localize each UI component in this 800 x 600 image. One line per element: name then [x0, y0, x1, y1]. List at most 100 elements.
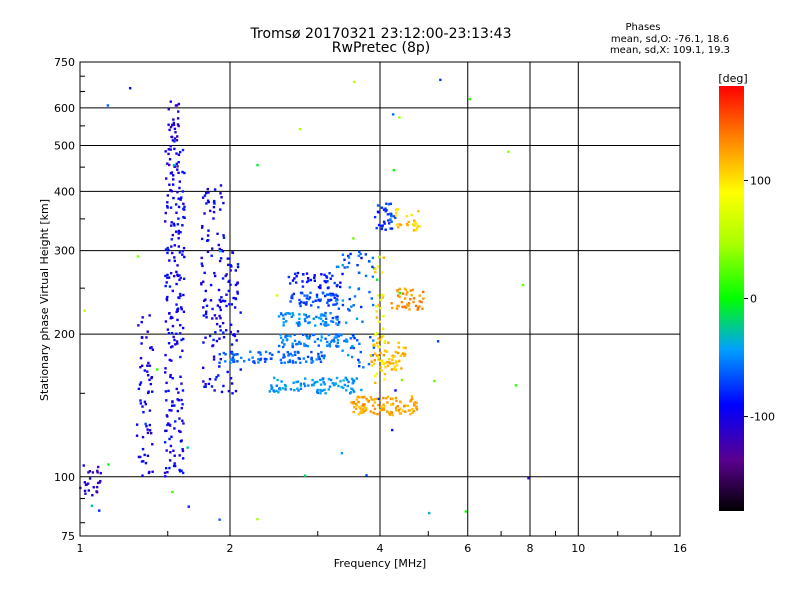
- data-point: [325, 275, 328, 278]
- data-point: [394, 361, 398, 364]
- data-point: [361, 320, 364, 323]
- data-point: [385, 202, 388, 205]
- data-point: [258, 351, 262, 354]
- data-point: [175, 211, 178, 214]
- data-point: [169, 148, 172, 151]
- data-point: [203, 212, 206, 215]
- data-point: [363, 403, 366, 406]
- data-point: [210, 385, 214, 388]
- data-point: [311, 300, 315, 304]
- data-point: [410, 395, 414, 398]
- data-point: [383, 349, 387, 352]
- data-point: [150, 346, 153, 349]
- data-point: [413, 219, 416, 222]
- data-point: [181, 471, 185, 475]
- data-point: [227, 389, 231, 393]
- data-point: [310, 350, 313, 354]
- data-point: [364, 274, 368, 278]
- data-point: [268, 352, 272, 355]
- data-point: [364, 408, 368, 412]
- data-point: [288, 312, 291, 315]
- data-point: [330, 339, 334, 342]
- data-point: [168, 437, 171, 441]
- data-point: [186, 446, 189, 449]
- data-point: [146, 431, 150, 435]
- data-point: [391, 428, 394, 432]
- data-point: [391, 358, 394, 362]
- data-point: [373, 412, 377, 415]
- data-point: [409, 409, 412, 412]
- data-point: [170, 189, 173, 193]
- data-point: [311, 333, 315, 337]
- data-point: [316, 380, 319, 384]
- data-point: [147, 361, 150, 365]
- data-point: [181, 403, 184, 406]
- data-point: [165, 429, 168, 432]
- data-point: [170, 359, 173, 362]
- data-point: [371, 256, 375, 260]
- data-point: [277, 315, 281, 318]
- data-point: [297, 324, 300, 328]
- data-point: [376, 294, 380, 297]
- data-point: [214, 331, 217, 334]
- data-point: [280, 380, 283, 383]
- data-point: [209, 299, 213, 302]
- data-point: [271, 353, 274, 357]
- data-point: [85, 483, 88, 486]
- data-point: [170, 238, 173, 241]
- data-point: [146, 364, 149, 367]
- data-point: [373, 401, 377, 404]
- data-point: [164, 248, 168, 251]
- data-point: [168, 358, 172, 362]
- data-point: [416, 224, 420, 228]
- data-point: [141, 474, 144, 477]
- data-point: [239, 311, 242, 314]
- data-point: [170, 409, 173, 412]
- data-point: [401, 305, 404, 309]
- data-point: [345, 378, 349, 381]
- data-point: [212, 205, 216, 209]
- data-point: [163, 220, 167, 223]
- data-point: [223, 299, 227, 303]
- data-point: [175, 332, 178, 335]
- data-point: [139, 356, 143, 360]
- data-point: [99, 471, 102, 475]
- data-point: [222, 351, 226, 355]
- data-point: [323, 323, 326, 326]
- data-point: [203, 271, 206, 275]
- data-point: [178, 186, 181, 190]
- data-point: [288, 282, 292, 285]
- data-point: [309, 278, 313, 282]
- data-point: [341, 253, 345, 256]
- data-point: [303, 342, 306, 346]
- data-point: [298, 323, 302, 326]
- data-point: [359, 411, 362, 414]
- data-point: [180, 469, 183, 472]
- data-point: [166, 276, 169, 279]
- data-point: [363, 409, 367, 413]
- data-point: [396, 290, 400, 293]
- data-point: [384, 397, 388, 400]
- data-point: [259, 353, 262, 356]
- data-point: [236, 360, 239, 363]
- data-point: [218, 518, 221, 521]
- data-point: [319, 389, 322, 392]
- data-point: [377, 223, 381, 227]
- data-point: [350, 377, 354, 381]
- data-point: [182, 337, 185, 341]
- data-point: [413, 224, 416, 227]
- data-point: [234, 297, 237, 300]
- data-point: [350, 401, 353, 404]
- data-point: [399, 407, 402, 410]
- data-point: [360, 410, 364, 413]
- data-point: [386, 410, 389, 413]
- data-point: [280, 361, 283, 365]
- data-point: [169, 271, 173, 275]
- data-point: [374, 381, 377, 385]
- data-point: [275, 384, 278, 387]
- data-point: [315, 358, 318, 361]
- data-point: [289, 352, 292, 356]
- data-point: [347, 256, 351, 259]
- data-point: [407, 304, 410, 308]
- data-point: [172, 123, 176, 126]
